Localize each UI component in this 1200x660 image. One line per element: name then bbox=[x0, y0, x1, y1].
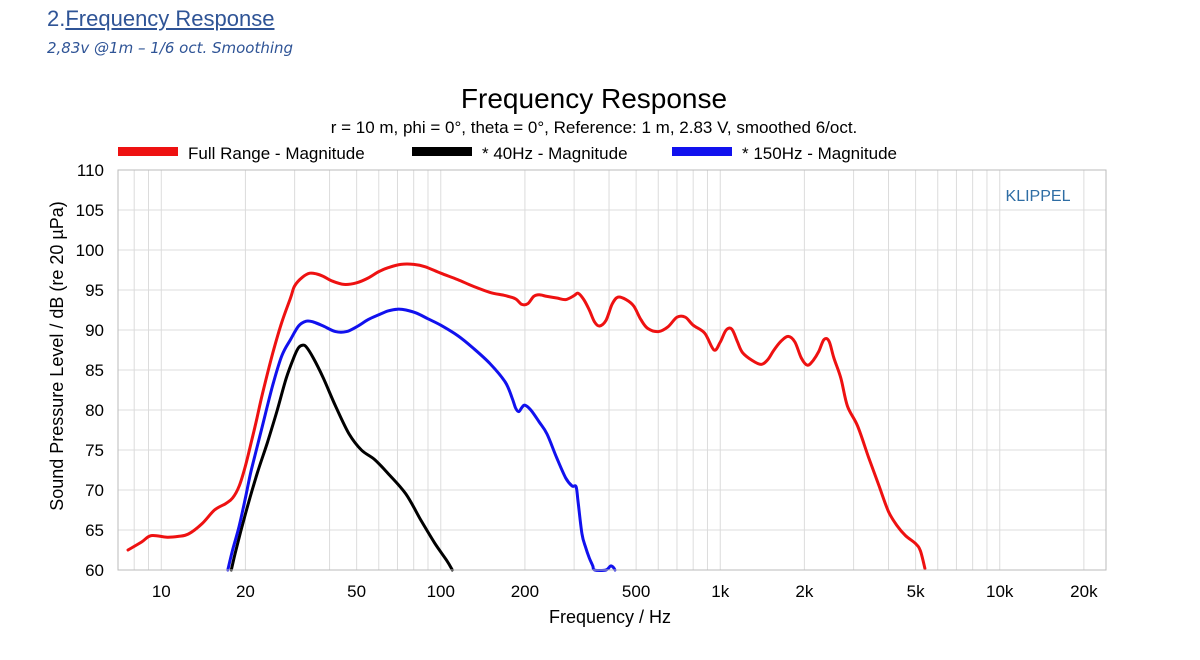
y-tick-label: 105 bbox=[76, 201, 104, 220]
section-heading: 2.Frequency Response bbox=[47, 6, 274, 32]
y-tick-label: 85 bbox=[85, 361, 104, 380]
series-line-full-range bbox=[126, 262, 927, 570]
section-title-link[interactable]: Frequency Response bbox=[65, 6, 275, 31]
y-axis-ticks: 60 65 70 75 80 85 90 95 100 105 110 bbox=[76, 161, 104, 580]
y-tick-label: 95 bbox=[85, 281, 104, 300]
klippel-watermark: KLIPPEL bbox=[1006, 188, 1071, 205]
section-subtitle: 2,83v @1m – 1/6 oct. Smoothing bbox=[47, 39, 294, 57]
series-line-150hz bbox=[226, 307, 617, 573]
x-tick-label: 50 bbox=[347, 582, 366, 601]
x-tick-label: 20k bbox=[1070, 582, 1098, 601]
plot-frame bbox=[117, 169, 1107, 571]
y-axis-label: Sound Pressure Level / dB (re 20 µPa) bbox=[47, 201, 67, 511]
x-tick-label: 500 bbox=[622, 582, 650, 601]
y-tick-label: 110 bbox=[77, 161, 104, 180]
y-tick-label: 70 bbox=[85, 481, 104, 500]
x-axis-ticks: 10 20 50 100 200 500 1k 2k 5k 10k 20k bbox=[152, 582, 1098, 601]
x-axis-label: Frequency / Hz bbox=[549, 607, 671, 627]
x-tick-label: 10k bbox=[986, 582, 1014, 601]
y-tick-label: 60 bbox=[85, 561, 104, 580]
x-tick-label: 100 bbox=[427, 582, 455, 601]
x-tick-label: 2k bbox=[795, 582, 813, 601]
x-tick-label: 5k bbox=[907, 582, 925, 601]
chart-title: Frequency Response bbox=[461, 83, 727, 114]
legend-label-40hz: * 40Hz - Magnitude bbox=[482, 144, 628, 163]
y-tick-label: 100 bbox=[76, 241, 104, 260]
y-tick-label: 65 bbox=[85, 521, 104, 540]
x-tick-label: 20 bbox=[236, 582, 255, 601]
y-tick-label: 80 bbox=[85, 401, 104, 420]
legend-swatch-full-range bbox=[118, 147, 178, 156]
x-tick-label: 10 bbox=[152, 582, 171, 601]
legend-label-150hz: * 150Hz - Magnitude bbox=[742, 144, 897, 163]
series-lines bbox=[126, 262, 927, 573]
chart-subtitle: r = 10 m, phi = 0°, theta = 0°, Referenc… bbox=[331, 118, 858, 137]
x-tick-label: 1k bbox=[711, 582, 729, 601]
y-tick-label: 75 bbox=[85, 441, 104, 460]
legend-swatch-150hz bbox=[672, 147, 732, 156]
y-tick-label: 90 bbox=[85, 321, 104, 340]
legend: Full Range - Magnitude * 40Hz - Magnitud… bbox=[118, 144, 897, 163]
series-line-40hz bbox=[229, 343, 454, 572]
section-number: 2. bbox=[47, 6, 66, 31]
grid bbox=[118, 169, 1106, 571]
legend-label-full-range: Full Range - Magnitude bbox=[188, 144, 365, 163]
x-tick-label: 200 bbox=[511, 582, 539, 601]
legend-swatch-40hz bbox=[412, 147, 472, 156]
